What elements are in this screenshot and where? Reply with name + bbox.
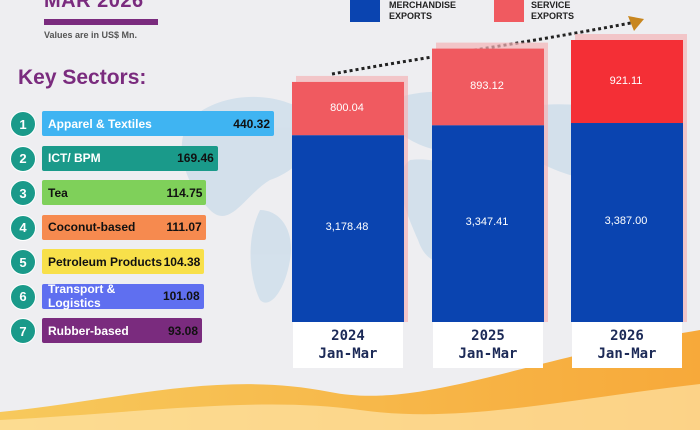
merchandise-value-label: 3,347.41 [465,215,509,228]
sector-rank-badge: 6 [10,283,36,310]
merchandise-value-label: 3,387.00 [604,214,648,227]
legend-swatch-service [494,0,524,22]
sector-value: 114.75 [166,185,203,200]
merchandise-value-label: 3,178.48 [325,220,369,233]
legend-label-merchandise: MERCHANDISE EXPORTS [389,0,457,21]
period-months: Jan-Mar [318,346,378,362]
period-year: 2026 [610,328,644,344]
sector-value: 93.08 [167,323,198,338]
sector-bar: ICT/ BPM 169.46 [42,145,218,171]
bar-merchandise-exports [292,135,404,322]
period-months: Jan-Mar [458,346,518,362]
period-months: Jan-Mar [597,346,657,362]
period-year: 2025 [471,328,505,344]
service-value-label: 893.12 [470,79,504,92]
sector-name: Apparel & Textiles [48,116,152,131]
trend-arrow-head [628,16,644,31]
sector-rank-badge: 5 [10,249,36,275]
sector-rank-badge: 1 [10,111,36,137]
units-note: Values are in US$ Mn. [44,30,138,40]
legend-swatch-merchandise [350,0,380,22]
sector-bar: Tea 114.75 [42,180,207,205]
sector-rank-badge: 4 [10,214,36,241]
period-label: 2026 Jan-Mar [572,322,682,368]
sector-name: Rubber-based [48,323,129,338]
sector-bar: Rubber-based 93.08 [42,318,202,343]
sector-value: 169.46 [177,151,214,165]
period-label: 2024 Jan-Mar [293,322,403,368]
sector-bar: Coconut-based 111.07 [42,214,206,240]
sector-bar: Transport & Logistics 101.08 [42,282,204,310]
sector-rank-badge: 2 [10,145,36,172]
sector-value: 104.38 [163,254,201,269]
sector-value: 101.08 [162,289,200,303]
sector-bar: Apparel & Textiles 440.32 [42,111,274,136]
sector-name: ICT/ BPM [48,151,101,165]
sector-value: 440.32 [233,116,270,131]
legend-label-service: SERVICE EXPORTS [531,0,575,21]
key-sectors-title: Key Sectors: [18,66,147,89]
bar-service-exports [432,48,544,126]
bar-merchandise-exports [432,125,544,322]
sector-bar: Petroleum Products 104.38 [42,249,205,274]
title-underline [44,19,158,25]
sector-name: Transport & Logistics [48,282,116,310]
sector-rank-badge: 7 [10,318,36,344]
bar-service-exports [571,40,683,124]
sector-name: Coconut-based [48,220,136,234]
bar-merchandise-exports [571,123,683,322]
page-title: MAR 2026 [44,0,144,12]
sector-rank-badge: 3 [10,180,36,206]
period-year: 2024 [331,328,365,344]
service-value-label: 921.11 [609,74,643,87]
sector-name: Tea [48,185,68,200]
sector-name: Petroleum Products [48,254,163,269]
period-label: 2025 Jan-Mar [433,322,543,368]
bar-service-exports [292,81,404,136]
sector-value: 111.07 [166,220,202,234]
service-value-label: 800.04 [330,101,364,114]
